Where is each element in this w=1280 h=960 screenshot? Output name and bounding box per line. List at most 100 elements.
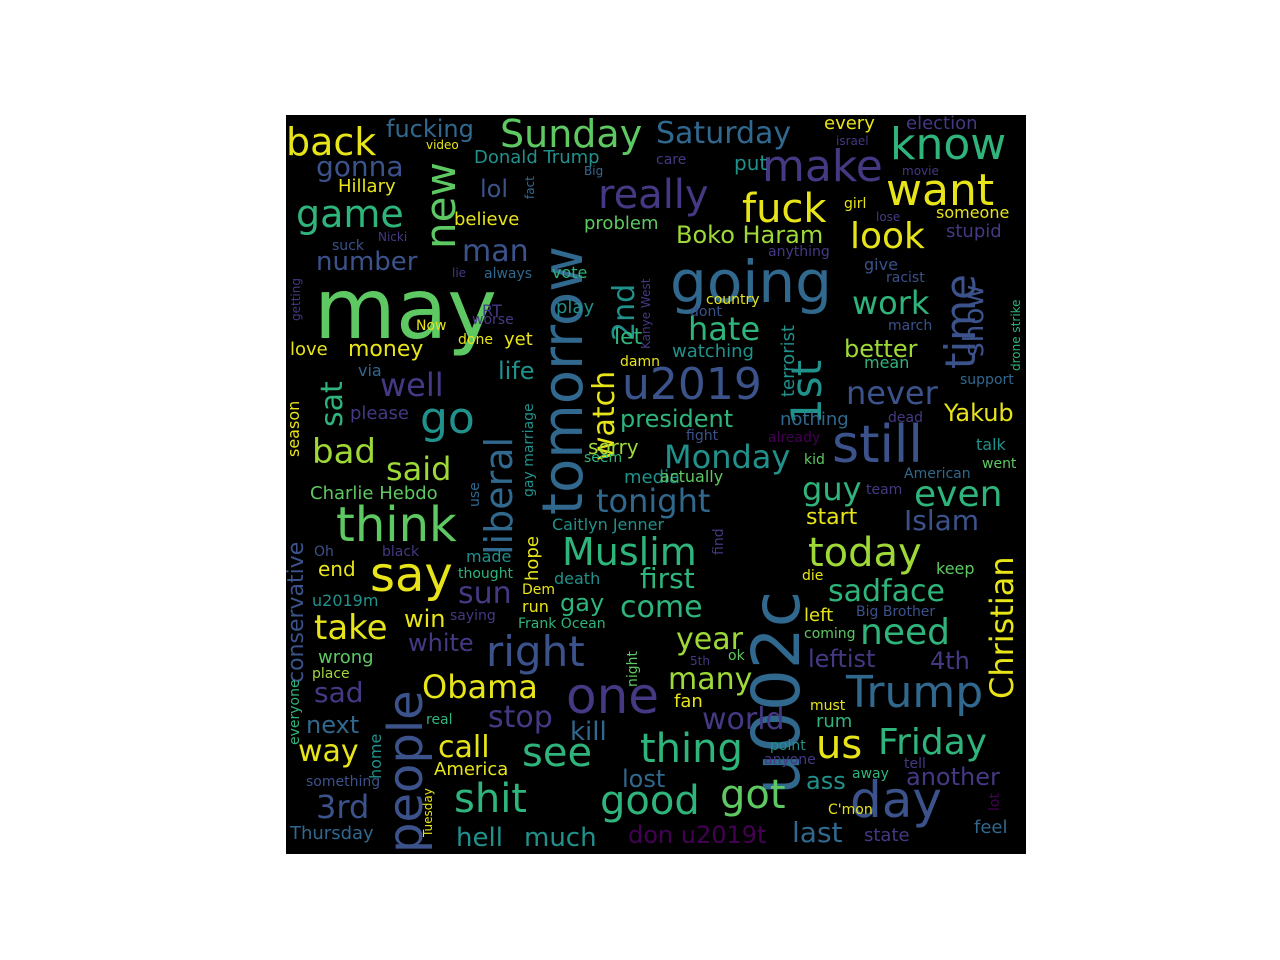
word-say: say bbox=[370, 547, 453, 603]
word-kanye-west: Kanye West bbox=[639, 278, 653, 349]
word-obama: Obama bbox=[422, 668, 538, 706]
word-call: call bbox=[438, 730, 490, 765]
word-state: state bbox=[864, 825, 910, 846]
word-still: still bbox=[832, 415, 923, 475]
word-win: win bbox=[404, 605, 446, 633]
word-christian: Christian bbox=[983, 556, 1021, 699]
word-israel: israel bbox=[836, 134, 869, 148]
word-damn: damn bbox=[620, 354, 660, 370]
word-anyone: anyone bbox=[764, 752, 816, 768]
word-oh: Oh bbox=[314, 544, 334, 560]
word-lot: lot bbox=[987, 793, 1003, 811]
word-talk: talk bbox=[976, 435, 1006, 454]
word-cloud: may tomorrow u002c people going u2019 on… bbox=[286, 115, 1026, 854]
word-america: America bbox=[434, 759, 509, 780]
word-need: need bbox=[860, 612, 950, 653]
word-via: via bbox=[358, 361, 382, 380]
word-suck: suck bbox=[332, 238, 364, 254]
word-way: way bbox=[298, 734, 359, 769]
word-terrorist: terrorist bbox=[778, 324, 799, 397]
word-really: really bbox=[598, 172, 709, 218]
word-mean: mean bbox=[864, 353, 910, 372]
word-big: Big bbox=[584, 164, 604, 178]
word-sad: sad bbox=[314, 676, 364, 709]
word-hell: hell bbox=[456, 823, 503, 853]
word-anything: anything bbox=[768, 244, 830, 260]
word-always: always bbox=[484, 266, 533, 282]
word-lose: lose bbox=[876, 210, 901, 224]
word-charlie-hebdo: Charlie Hebdo bbox=[310, 483, 438, 504]
word-stupid: stupid bbox=[946, 221, 1002, 242]
word-use: use bbox=[467, 482, 483, 507]
word-give: give bbox=[864, 255, 898, 274]
word-point: point bbox=[770, 738, 806, 754]
word-getting: getting bbox=[289, 278, 303, 321]
word-dem: Dem bbox=[522, 582, 556, 598]
word-want: want bbox=[886, 165, 995, 216]
word-going: going bbox=[670, 248, 832, 316]
word-make: make bbox=[762, 141, 883, 192]
word-worse: worse bbox=[472, 312, 514, 328]
word-night: night bbox=[625, 650, 641, 687]
word-sat: sat bbox=[315, 381, 350, 427]
word-man: man bbox=[462, 234, 529, 269]
word-saying: saying bbox=[450, 608, 496, 624]
word-don-u2019t: don u2019t bbox=[628, 821, 767, 849]
word-run: run bbox=[522, 597, 549, 616]
word-real: real bbox=[426, 712, 453, 728]
word-gonna: gonna bbox=[316, 150, 404, 183]
word-vote: vote bbox=[552, 263, 588, 282]
word-ok: ok bbox=[728, 648, 745, 664]
word-one: one bbox=[566, 667, 660, 725]
word-ass: ass bbox=[806, 767, 846, 795]
word-yet: yet bbox=[504, 329, 533, 350]
word-see: see bbox=[522, 730, 593, 776]
word-video: video bbox=[426, 138, 459, 152]
word-frank-ocean: Frank Ocean bbox=[518, 616, 606, 632]
word-team: team bbox=[866, 482, 903, 498]
word-gay-marriage: gay marriage bbox=[521, 403, 537, 497]
word-show: show bbox=[957, 284, 990, 357]
word-now: Now bbox=[416, 318, 447, 334]
word-caitlyn-jenner: Caitlyn Jenner bbox=[552, 515, 665, 534]
word-conservative: conservative bbox=[286, 541, 309, 683]
word-nicki: Nicki bbox=[378, 230, 408, 244]
word-feel: feel bbox=[974, 817, 1008, 838]
word-number: number bbox=[316, 247, 418, 277]
word-year: year bbox=[676, 622, 743, 657]
word-right: right bbox=[486, 627, 585, 676]
word-already: already bbox=[768, 430, 821, 446]
word-better: better bbox=[844, 335, 918, 363]
word-death: death bbox=[554, 569, 601, 588]
word-4th: 4th bbox=[930, 647, 970, 675]
word-come: come bbox=[620, 590, 703, 625]
word-stop: stop bbox=[488, 700, 553, 735]
word-movie: movie bbox=[902, 164, 939, 178]
word-take: take bbox=[314, 608, 388, 648]
word-look: look bbox=[850, 216, 925, 257]
word-got: got bbox=[720, 772, 786, 818]
word-think: think bbox=[336, 497, 457, 553]
word-made: made bbox=[466, 547, 512, 566]
word-dont: dont bbox=[690, 304, 722, 320]
word-lol: lol bbox=[480, 175, 509, 203]
word-went: went bbox=[982, 456, 1017, 472]
word-die: die bbox=[802, 568, 824, 584]
word-shit: shit bbox=[454, 776, 527, 822]
word-another: another bbox=[906, 763, 1000, 791]
word-care: care bbox=[656, 152, 687, 168]
word-donald-trump: Donald Trump bbox=[474, 147, 600, 168]
word-nothing: nothing bbox=[780, 409, 849, 430]
word-tell: tell bbox=[904, 756, 926, 772]
word-coming: coming bbox=[804, 626, 856, 642]
word-thing: thing bbox=[640, 726, 743, 772]
word-much: much bbox=[524, 823, 597, 853]
word-tomorrow: tomorrow bbox=[531, 246, 596, 515]
word-us: us bbox=[816, 722, 863, 768]
word-u2019: u2019 bbox=[622, 359, 762, 410]
word-drone-strike: drone strike bbox=[1009, 299, 1023, 371]
word-bad: bad bbox=[312, 432, 376, 472]
word-well: well bbox=[380, 366, 444, 404]
word-trump: Trump bbox=[846, 667, 984, 718]
word-rt: RT bbox=[482, 301, 502, 320]
